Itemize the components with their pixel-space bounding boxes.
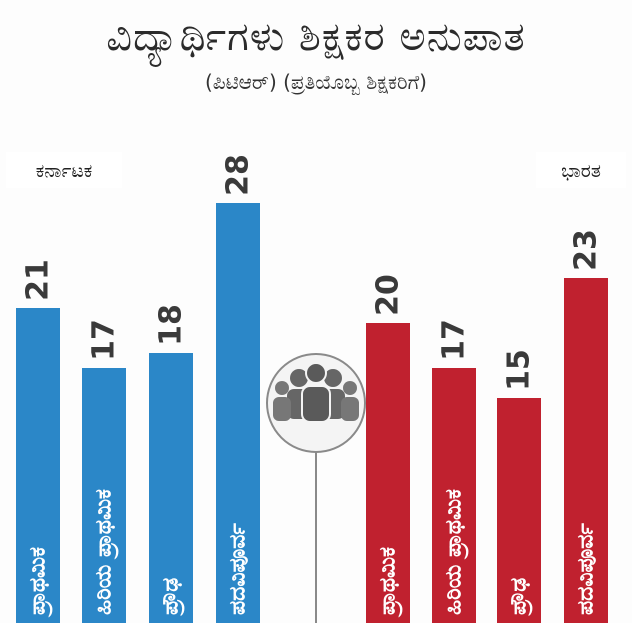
chart-subtitle: (ಪಿಟಿಆರ್) (ಪ್ರತಿಯೊಬ್ಬ ಶಿಕ್ಷಕರಿಗೆ) — [205, 70, 427, 94]
value-label: 23 — [569, 229, 604, 271]
region-label: ಕರ್ನಾಟಕ — [36, 160, 93, 182]
category-label: ಪ್ರೌಢ — [507, 578, 533, 617]
category-label: ಹಿರಿಯ ಪ್ರಾಥಮಿಕ — [92, 489, 119, 615]
india-panel: ಭಾರತ 20 ಪ್ರಾಥಮಿಕ 17 ಹಿರಿಯ ಪ್ರಾಥಮಿಕ 15 ಪ್ರೌಢ 23 ಪ… — [366, 152, 626, 623]
category-label: ಪದವಿಪೂರ್ವ — [574, 523, 599, 615]
category-label: ಪ್ರಾಥಮಿಕ — [376, 547, 403, 619]
value-label: 18 — [154, 304, 189, 346]
bar-1 — [16, 308, 60, 623]
value-label: 15 — [502, 349, 537, 391]
value-label: 17 — [437, 319, 472, 361]
region-tag-box — [6, 152, 122, 188]
category-label: ಪದವಿಪೂರ್ವ — [226, 523, 251, 615]
value-label: 21 — [21, 259, 56, 301]
bar-2 — [432, 368, 476, 623]
people-group-icon — [266, 353, 366, 623]
category-label: ಪ್ರೌಢ — [159, 578, 185, 617]
region-tag-box — [536, 152, 626, 188]
region-label: ಭಾರತ — [561, 160, 601, 182]
value-label: 17 — [87, 319, 122, 361]
value-label: 20 — [371, 274, 406, 316]
value-label: 28 — [221, 154, 256, 196]
bar-3 — [149, 353, 193, 623]
bar-1 — [366, 323, 410, 623]
chart-title: ವಿದ್ಯಾರ್ಥಿಗಳು ಶಿಕ್ಷಕರ ಅನುಪಾತ — [106, 14, 526, 60]
category-label: ಪ್ರಾಥಮಿಕ — [26, 547, 53, 619]
karnataka-panel: ಕರ್ನಾಟಕ 21 ಪ್ರಾಥಮಿಕ 17 ಹಿರಿಯ ಪ್ರಾಥಮಿಕ 18 ಪ್ರೌಢ… — [6, 152, 260, 623]
bar-4 — [216, 203, 260, 623]
bar-3 — [497, 398, 541, 623]
category-label: ಹಿರಿಯ ಪ್ರಾಥಮಿಕ — [442, 489, 469, 615]
bar-4 — [564, 278, 608, 623]
bar-2 — [82, 368, 126, 623]
